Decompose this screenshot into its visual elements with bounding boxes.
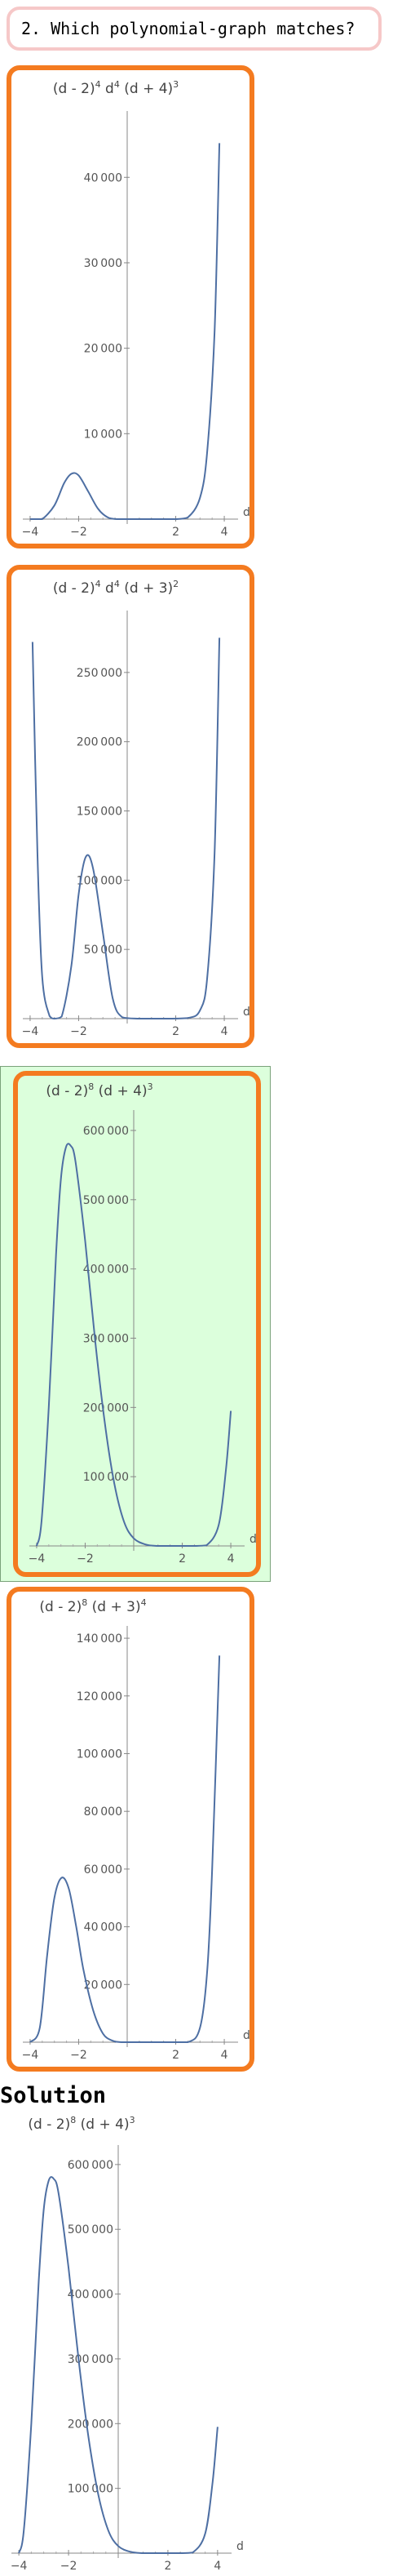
option-2-y-tick-label: 150 000 (77, 806, 122, 819)
option-4-x-tick-label: −2 (70, 2049, 87, 2062)
option-1-plot: (d - 2)4 d4 (d + 4)3 −4 −2 2 4 d 10 000 20 000 3… (22, 79, 250, 539)
option-4-y-tick-label: 100 000 (77, 1748, 122, 1761)
solution-x-tick-label: −2 (60, 2560, 77, 2573)
option-4-curve (29, 1655, 221, 2043)
option-3-x-tick-label: −4 (29, 1552, 46, 1566)
solution-x-tick-label: −4 (11, 2560, 28, 2573)
option-4-y-tick-label: 40 000 (84, 1921, 122, 1934)
option-1-y-tick-label: 20 000 (84, 343, 122, 356)
option-2-curve (31, 637, 221, 1020)
option-3-title: (d - 2)8 (d + 4)3 (46, 1081, 152, 1099)
solution-curve (18, 2176, 219, 2554)
option-2-y-tick-label: 250 000 (77, 667, 122, 680)
option-4-y-tick-label: 140 000 (77, 1632, 122, 1646)
option-4-y-tick-label: 20 000 (84, 1979, 122, 1992)
solution-x-tick-label: 2 (164, 2560, 171, 2573)
option-2-x-label: d (243, 1006, 250, 1019)
option-card-2[interactable]: (d - 2)4 d4 (d + 3)2 −4 −2 2 4 d 50 000 100 000… (7, 565, 254, 1048)
option-3-plot: (d - 2)8 (d + 4)3 −4 −2 2 4 d 100 000 200 000 30… (29, 1081, 257, 1566)
solution-x-tick-label: 4 (214, 2560, 221, 2573)
option-2-y-tick-label: 100 000 (77, 874, 122, 887)
solution-title: (d - 2)8 (d + 4)3 (28, 2115, 135, 2133)
option-2-x-tick-label: −4 (22, 1025, 39, 1038)
solution-y-tick-label: 500 000 (68, 2223, 113, 2236)
option-1-y-tick-label: 30 000 (84, 257, 122, 270)
option-3-y-tick-label: 200 000 (83, 1401, 129, 1415)
solution-plot-container: (d - 2)8 (d + 4)3 −4 −2 2 4 d 100 000 200 000 30… (0, 2112, 393, 2576)
option-card-3[interactable]: (d - 2)8 (d + 4)3 −4 −2 2 4 d 100 000 200 000 30… (13, 1071, 261, 1577)
solution-x-label: d (236, 2540, 244, 2553)
option-4-x-label: d (243, 2029, 250, 2042)
option-4-y-tick-label: 120 000 (77, 1690, 122, 1703)
option-3-y-tick-label: 100 000 (83, 1471, 129, 1484)
option-card-4[interactable]: (d - 2)8 (d + 3)4 −4 −2 2 4 d 20 000 40 000 60 0… (7, 1587, 254, 2072)
option-3-y-tick-label: 300 000 (83, 1332, 129, 1345)
option-3-y-tick-label: 600 000 (83, 1125, 129, 1138)
option-3-x-tick-label: 2 (179, 1552, 186, 1566)
option-4-x-tick-label: 4 (221, 2049, 228, 2062)
option-4-title: (d - 2)8 (d + 3)4 (39, 1597, 146, 1615)
option-1-y-tick-label: 10 000 (84, 428, 122, 441)
option-2-plot: (d - 2)4 d4 (d + 3)2 −4 −2 2 4 d 50 000 100 000… (22, 579, 250, 1038)
option-card-1[interactable]: (d - 2)4 d4 (d + 4)3 −4 −2 2 4 d 10 000 20 000 3… (7, 65, 254, 549)
option-2-x-tick-label: 4 (221, 1025, 228, 1038)
option-3-x-tick-label: 4 (227, 1552, 235, 1566)
option-1-y-tick-label: 40 000 (84, 171, 122, 184)
option-1-x-label: d (243, 506, 250, 519)
question-text: 2. Which polynomial-graph matches? (21, 19, 355, 38)
option-1-x-tick-label: 2 (172, 526, 179, 539)
option-4-x-tick-label: 2 (172, 2049, 179, 2062)
solution-y-tick-label: 300 000 (68, 2353, 113, 2366)
solution-heading: Solution (0, 2083, 107, 2108)
option-2-x-tick-label: −2 (70, 1025, 87, 1038)
option-3-y-tick-label: 500 000 (83, 1194, 129, 1207)
solution-y-tick-label: 100 000 (68, 2483, 113, 2496)
solution-y-tick-label: 200 000 (68, 2418, 113, 2431)
option-2-x-tick-label: 2 (172, 1025, 179, 1038)
option-4-plot: (d - 2)8 (d + 3)4 −4 −2 2 4 d 20 000 40 000 60 0… (22, 1597, 250, 2062)
question-box: 2. Which polynomial-graph matches? (7, 7, 382, 51)
option-4-x-tick-label: −4 (22, 2049, 39, 2062)
option-1-x-tick-label: 4 (221, 526, 228, 539)
solution-y-tick-label: 400 000 (68, 2289, 113, 2302)
option-1-title: (d - 2)4 d4 (d + 4)3 (53, 79, 179, 97)
option-3-y-tick-label: 400 000 (83, 1264, 129, 1277)
option-4-y-tick-label: 80 000 (84, 1805, 122, 1819)
option-1-curve (29, 143, 221, 521)
option-2-y-tick-label: 50 000 (84, 944, 122, 957)
option-3-curve (35, 1143, 232, 1547)
option-4-y-tick-label: 60 000 (84, 1863, 122, 1876)
option-1-x-tick-label: −4 (22, 526, 39, 539)
option-2-title: (d - 2)4 d4 (d + 3)2 (53, 579, 179, 597)
option-3-x-label: d (249, 1533, 257, 1546)
solution-y-tick-label: 600 000 (68, 2159, 113, 2172)
option-3-x-tick-label: −2 (77, 1552, 94, 1566)
solution-plot: (d - 2)8 (d + 4)3 −4 −2 2 4 d 100 000 200 000 30… (11, 2115, 244, 2573)
option-1-x-tick-label: −2 (70, 526, 87, 539)
option-2-y-tick-label: 200 000 (77, 736, 122, 749)
